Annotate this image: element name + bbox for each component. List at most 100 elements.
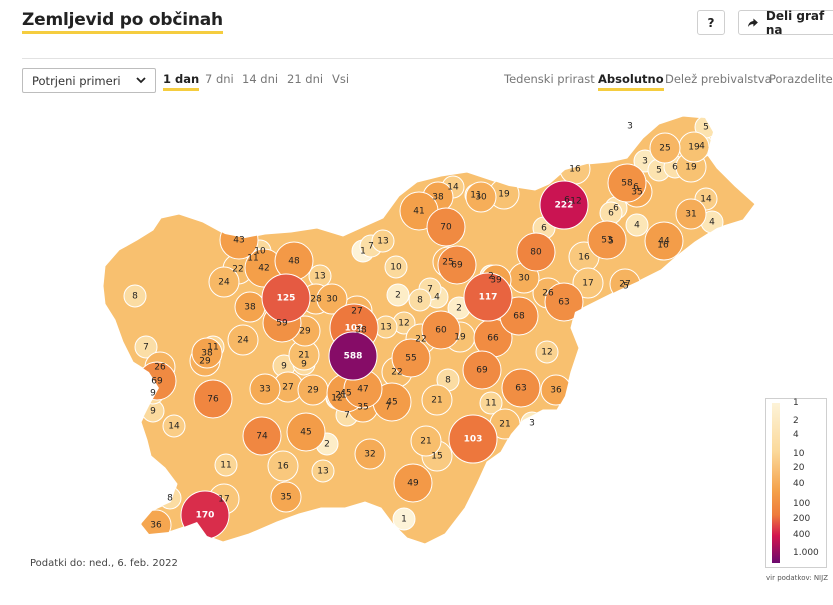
municipality-region[interactable] [261,273,311,323]
municipality-value-label: 69 [476,366,488,376]
municipality-region[interactable] [408,288,432,312]
municipality-region[interactable] [539,180,589,230]
municipality-value-label: 21 [420,437,431,447]
municipality-value-label: 11 [207,343,218,353]
municipality-region[interactable] [463,272,513,322]
period-tab-1[interactable]: 7 dni [205,72,234,86]
municipality-region[interactable] [448,414,498,464]
municipality-value-label: 14 [700,195,712,205]
municipality-region[interactable] [421,310,461,350]
municipality-value-label: 33 [259,385,270,395]
municipality-region[interactable] [386,283,410,307]
municipality-region[interactable] [123,284,147,308]
municipality-value-label: 11 [220,461,231,471]
municipality-value-label: 30 [475,193,487,203]
municipality-region[interactable] [328,331,378,381]
municipality-region[interactable] [426,207,466,247]
municipality-region[interactable] [270,481,302,513]
municipality-region[interactable] [392,507,416,531]
municipality-region[interactable] [462,350,502,390]
municipality-region[interactable] [391,338,431,378]
municipality-value-label: 42 [258,264,269,274]
view-tab-3[interactable]: Porazdelitev [769,72,833,86]
help-label: ? [707,15,715,30]
municipality-value-label: 27 [619,280,630,290]
municipality-region[interactable] [242,416,282,456]
legend-color-ramp [772,403,780,563]
municipality-value-label: 29 [299,327,311,337]
municipality-value-label: 27 [282,383,293,393]
municipality-region[interactable] [421,384,453,416]
municipality-region[interactable] [516,232,556,272]
legend-tick: 100 [793,499,811,509]
municipality-region[interactable] [437,245,477,285]
municipality-region[interactable] [535,340,559,364]
municipality-region[interactable] [649,132,681,164]
municipality-value-label: 70 [440,223,452,233]
data-source: vir podatkov: NIJZ [766,574,828,582]
municipality-region[interactable] [572,267,604,299]
municipality-value-label: 21 [499,420,510,430]
municipality-region[interactable] [465,181,497,213]
municipality-value-label: 3 [529,419,535,429]
municipality-region[interactable] [227,324,259,356]
metric-select-value: Potrjeni primeri [32,73,121,88]
period-tab-2[interactable]: 14 dni [242,72,279,86]
municipality-region[interactable] [162,414,186,438]
municipality-value-label: 25 [442,258,453,268]
view-tab-1[interactable]: Absolutno [598,72,664,91]
municipality-value-label: 69 [151,377,163,387]
municipality-region[interactable] [191,337,223,369]
municipality-region[interactable] [134,335,158,359]
municipality-region[interactable] [311,459,335,483]
municipality-value-label: 76 [207,395,219,405]
municipality-value-label: 11 [485,399,496,409]
period-tab-3[interactable]: 21 dni [287,72,324,86]
municipality-value-label: 30 [518,274,530,284]
municipality-region[interactable] [316,283,348,315]
municipality-value-label: 47 [357,385,368,395]
municipality-region[interactable] [625,213,649,237]
municipality-region[interactable] [675,198,707,230]
municipality-region[interactable] [249,373,281,405]
municipality-region[interactable] [267,450,299,482]
share-button[interactable]: Deli graf na [738,9,833,37]
municipality-value-label: 22 [391,368,402,378]
municipality-value-label: 5 [703,123,709,133]
municipality-region[interactable] [354,438,386,470]
municipality-region[interactable] [384,255,408,279]
municipality-region[interactable] [544,282,584,322]
municipality-value-label: 48 [288,257,300,267]
municipality-region[interactable] [644,221,684,261]
municipality-region[interactable] [501,368,541,408]
municipality-value-label: 36 [150,521,162,531]
legend: 1 2 4 10 20 40 100 200 400 1.000 [765,398,827,568]
municipality-region[interactable] [479,391,503,415]
municipality-value-label: 13 [377,237,388,247]
municipality-region[interactable] [607,163,647,203]
municipality-region[interactable] [410,425,442,457]
municipality-region[interactable] [208,266,240,298]
municipality-value-label: 15 [431,452,442,462]
municipality-value-label: 68 [513,312,525,322]
municipality-region[interactable] [193,379,233,419]
view-tab-2[interactable]: Delež prebivalstva [665,72,772,86]
municipality-region[interactable] [587,220,627,260]
municipality-region[interactable] [214,453,238,477]
help-button[interactable]: ? [697,10,725,35]
municipality-value-label: 16 [657,241,669,251]
municipality-region[interactable] [371,229,395,253]
municipality-value-label: 7 [368,242,374,252]
municipality-value-label: 25 [659,144,670,154]
municipality-value-label: 26 [154,363,166,373]
divider [22,58,833,59]
municipality-value-label: 8 [132,292,138,302]
period-tab-0[interactable]: 1 dan [163,72,200,91]
municipality-region[interactable] [393,463,433,503]
municipality-value-label: 59 [276,319,288,329]
period-tab-4[interactable]: Vsi [332,72,350,86]
view-tab-0[interactable]: Tedenski prirast [504,72,595,86]
metric-select[interactable]: Potrjeni primeri [22,68,156,93]
municipality-region[interactable] [286,412,326,452]
